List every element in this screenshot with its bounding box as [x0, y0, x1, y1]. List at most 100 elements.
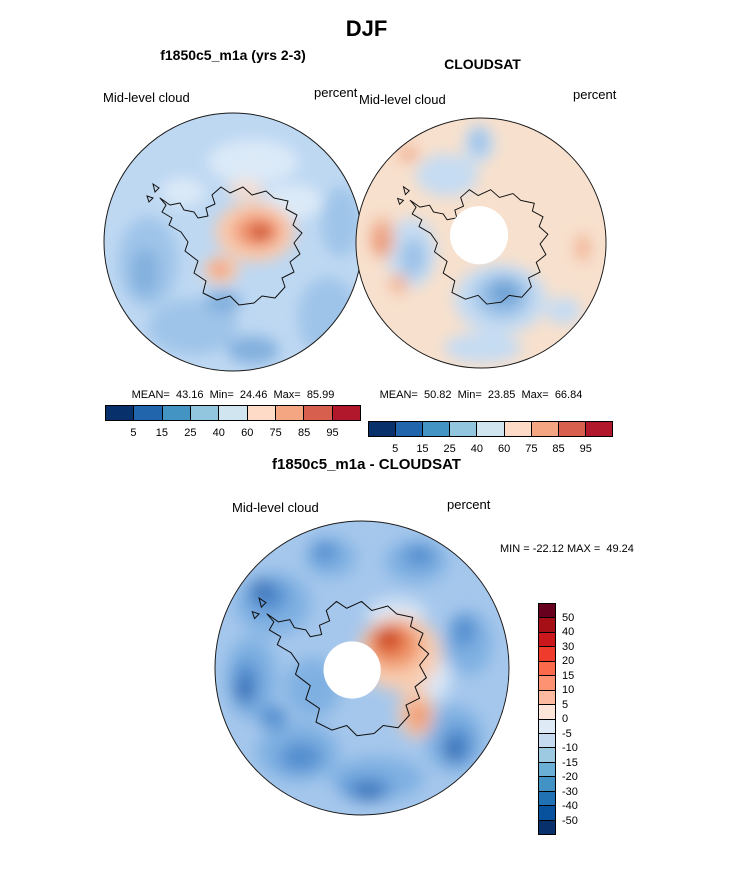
map-boundary — [355, 117, 607, 369]
obs-units-label: percent — [573, 87, 617, 102]
colorbar-segment — [584, 422, 612, 436]
obs-contour-field — [355, 117, 607, 369]
diff-panel-title: f1850c5_m1a - CLOUDSAT — [272, 456, 461, 473]
model-contour-field — [104, 113, 362, 371]
colorbar-segment — [422, 422, 450, 436]
colorbar-segment — [539, 646, 555, 661]
map-boundary — [214, 520, 510, 816]
colorbar-segment — [539, 604, 555, 618]
colorbar-segment — [539, 704, 555, 719]
obs-panel-title: CLOUDSAT — [444, 56, 521, 72]
diff-map-svg — [214, 520, 510, 816]
colorbar-segment — [539, 819, 555, 834]
colorbar-tick-label: 40 — [562, 626, 575, 638]
diff-minmax-line: MIN = -22.12 MAX = 49.24 — [500, 543, 634, 555]
diff-map — [214, 520, 510, 816]
colorbar-tick-label: 95 — [326, 427, 339, 439]
diff-units-label: percent — [447, 497, 491, 512]
polar-data-void — [449, 206, 509, 265]
colorbar-segment — [133, 406, 162, 420]
colorbar-tick-label: 5 — [130, 427, 137, 439]
coastal-islands — [146, 182, 160, 203]
colorbar-segment — [530, 422, 558, 436]
coastal-islands — [396, 185, 411, 206]
model-colorbar: 5 15 25 40 60 75 85 95 — [105, 405, 361, 439]
colorbar-segment — [395, 422, 423, 436]
colorbar-tick-label: 10 — [562, 684, 575, 696]
colorbar-tick-label: 40 — [470, 443, 483, 455]
obs-map-svg — [355, 117, 607, 369]
colorbar-tick-label: 95 — [579, 443, 592, 455]
colorbar-segment — [303, 406, 332, 420]
colorbar-segment — [449, 422, 477, 436]
colorbar-tick-label: 75 — [525, 443, 538, 455]
model-map — [103, 112, 363, 372]
colorbar-tick-label: 85 — [552, 443, 565, 455]
colorbar-tick-label: 60 — [241, 427, 254, 439]
antarctica-coastline — [159, 186, 303, 306]
colorbar-segment — [331, 406, 360, 420]
colorbar-tick-label: -5 — [562, 727, 572, 740]
colorbar-tick-label: 50 — [562, 611, 575, 624]
colorbar-tick-label: 25 — [184, 427, 197, 439]
colorbar-tick-label: -20 — [562, 771, 578, 783]
colorbar-segment — [539, 776, 555, 791]
colorbar-segment — [539, 617, 555, 632]
colorbar-tick-label: 75 — [269, 427, 282, 439]
colorbar-tick-label: -30 — [562, 785, 578, 798]
colorbar-segment — [539, 660, 555, 676]
colorbar-tick-label: 25 — [443, 443, 456, 455]
obs-colorbar: 5 15 25 40 60 75 85 95 — [368, 421, 613, 455]
colorbar-segment — [246, 406, 275, 420]
obs-stats-line: MEAN= 50.82 Min= 23.85 Max= 66.84 — [379, 389, 583, 401]
colorbar-segment — [503, 422, 531, 436]
colorbar-tick-label: 20 — [562, 655, 575, 667]
diff-contour-field — [214, 520, 510, 816]
model-panel-title: f1850c5_m1a (yrs 2-3) — [160, 47, 306, 63]
antarctica-coastline — [409, 189, 549, 305]
colorbar-tick-label: 0 — [562, 713, 569, 725]
polar-data-void — [323, 641, 381, 699]
colorbar-segment — [106, 406, 134, 420]
colorbar-tick-label: 5 — [392, 443, 399, 455]
colorbar-segment — [161, 406, 190, 420]
colorbar-segment — [274, 406, 304, 420]
obs-map — [355, 117, 607, 369]
colorbar-tick-label: 60 — [497, 443, 511, 455]
colorbar-tick-label: -50 — [562, 814, 578, 827]
colorbar-tick-label: 40 — [212, 427, 225, 439]
colorbar-segment — [539, 732, 555, 748]
colorbar-segment — [539, 718, 555, 733]
colorbar-segment — [189, 406, 219, 420]
model-map-svg — [103, 112, 363, 372]
colorbar-segment — [557, 422, 585, 436]
colorbar-segment — [218, 406, 247, 420]
colorbar-segment — [539, 675, 555, 690]
colorbar-tick-label: 15 — [155, 427, 168, 439]
colorbar-segment — [539, 747, 555, 762]
colorbar-tick-label: -40 — [562, 800, 578, 812]
colorbar-tick-label: 5 — [562, 698, 569, 711]
colorbar-segment — [539, 631, 555, 647]
colorbar-segment — [539, 805, 555, 820]
model-var-label: Mid-level cloud — [103, 90, 190, 105]
obs-var-label: Mid-level cloud — [359, 92, 446, 107]
model-stats-line: MEAN= 43.16 Min= 24.46 Max= 85.99 — [131, 389, 335, 401]
diff-var-label: Mid-level cloud — [232, 500, 319, 515]
colorbar-tick-label: 30 — [562, 640, 575, 653]
colorbar-tick-label: 15 — [416, 443, 429, 455]
colorbar-tick-label: -15 — [562, 756, 578, 769]
model-units-label: percent — [314, 85, 358, 100]
antarctica-coastline — [266, 600, 430, 737]
diff-colorbar: 50 40 30 20 15 10 5 0 -5 -10 -15 -20 -30 -40 -50 — [538, 603, 578, 835]
colorbar-segment — [369, 422, 396, 436]
colorbar-tick-label: -10 — [562, 742, 578, 754]
colorbar-segment — [476, 422, 504, 436]
colorbar-segment — [539, 761, 555, 777]
colorbar-boxes — [538, 603, 556, 835]
coastal-islands — [251, 596, 267, 620]
colorbar-segment — [539, 790, 555, 806]
colorbar-tick-label: 85 — [297, 427, 311, 439]
colorbar-segment — [539, 689, 555, 705]
